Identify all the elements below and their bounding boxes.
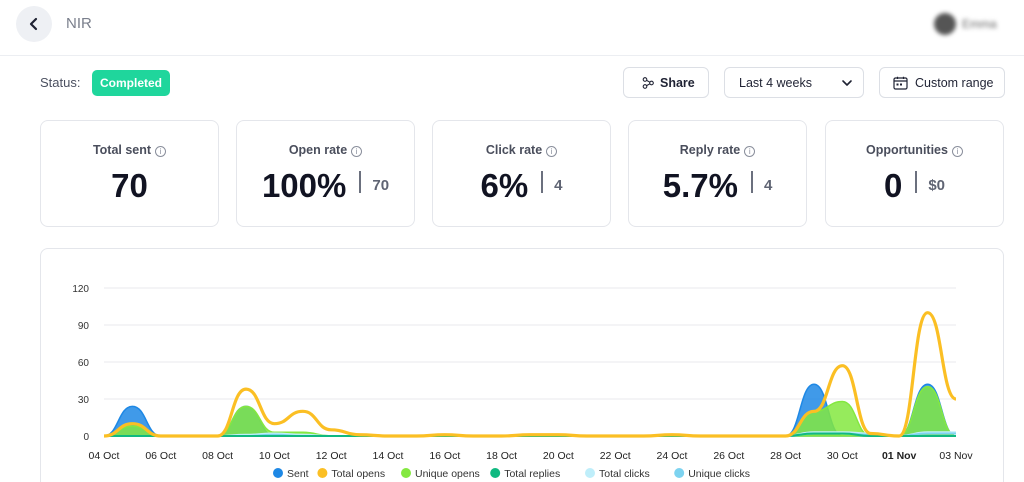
x-tick-label: 20 Oct [543, 450, 574, 462]
x-tick-label: 03 Nov [939, 450, 973, 462]
metric-value: 70 [111, 167, 148, 204]
y-tick-label: 90 [78, 321, 90, 332]
metric-title: Click rate i [433, 143, 610, 157]
x-tick-label: 06 Oct [145, 450, 176, 462]
x-tick-label: 14 Oct [373, 450, 404, 462]
legend-swatch-total-replies [490, 468, 501, 478]
share-label: Share [660, 75, 695, 90]
legend-swatch-total-clicks [585, 468, 595, 478]
legend-label-total-replies: Total replies [504, 468, 560, 480]
divider [750, 171, 753, 193]
legend-swatch-unique-clicks [674, 468, 685, 478]
metric-sub-value: $0 [928, 177, 946, 194]
metric-title: Opportunities i [826, 143, 1003, 157]
date-range-select[interactable]: Last 4 weeks [724, 67, 864, 98]
metric-card-click-rate: Click rate i 6% 4 [432, 120, 611, 227]
legend-label-total-clicks: Total clicks [599, 468, 650, 480]
chevron-left-icon [29, 17, 38, 31]
custom-range-label: Custom range [915, 75, 994, 90]
x-tick-label: 26 Oct [713, 450, 744, 462]
y-tick-label: 60 [78, 358, 90, 369]
x-tick-label: 08 Oct [202, 450, 233, 462]
metric-card-opportunities: Opportunities i 0 $0 [825, 120, 1004, 227]
legend-label-total-opens: Total opens [331, 468, 385, 480]
metric-title: Open rate i [237, 143, 414, 157]
x-tick-label: 22 Oct [600, 450, 631, 462]
info-icon[interactable]: i [155, 146, 167, 157]
metric-sub-value: 4 [763, 177, 773, 194]
divider [541, 171, 544, 193]
metric-card-reply-rate: Reply rate i 5.7% 4 [628, 120, 807, 227]
top-bar: NIR Emma [0, 0, 1024, 56]
activity-chart-svg: 0 30 60 90 120 04 Oct 06 Oct 08 Oct 10 Oct 12 Oct… [72, 284, 973, 480]
back-button[interactable] [16, 6, 52, 42]
info-icon[interactable]: i [951, 146, 963, 157]
metric-card-total-sent: Total sent i 70 [40, 120, 219, 227]
date-range-value: Last 4 weeks [739, 75, 812, 90]
legend-swatch-total-opens [317, 468, 328, 478]
status-badge: Completed [92, 70, 171, 96]
y-tick-label: 120 [72, 284, 89, 295]
x-tick-label: 12 Oct [316, 450, 347, 462]
info-icon[interactable]: i [351, 146, 363, 157]
metric-value: 0 $0 [883, 167, 946, 204]
series-line-total-opens [103, 311, 957, 438]
user-menu[interactable]: Emma [934, 10, 1024, 38]
metric-card-open-rate: Open rate i 100% 70 [236, 120, 415, 227]
activity-chart: 0 30 60 90 120 04 Oct 06 Oct 08 Oct 10 Oct 12 Oct… [40, 248, 1004, 482]
legend-swatch-unique-opens [401, 468, 411, 478]
chevron-down-icon [842, 79, 852, 86]
legend-swatch-sent [273, 468, 283, 478]
metric-value: 5.7% 4 [662, 167, 773, 204]
campaign-name: NIR [66, 15, 92, 32]
legend-label-unique-opens: Unique opens [415, 468, 480, 480]
status-label: Status: [40, 75, 81, 90]
divider [915, 171, 918, 193]
x-tick-label: 10 Oct [259, 450, 290, 462]
calendar-icon [893, 76, 908, 90]
metric-sub-value: 70 [372, 177, 390, 194]
y-tick-label: 30 [78, 395, 90, 406]
metric-value: 100% 70 [261, 167, 390, 204]
divider [359, 171, 362, 193]
x-tick-label: 04 Oct [89, 450, 120, 462]
x-tick-label: 01 Nov [882, 450, 917, 462]
metric-sub-value: 4 [554, 177, 563, 194]
x-tick-label: 30 Oct [827, 450, 858, 462]
custom-range-button[interactable]: Custom range [879, 67, 1005, 98]
x-tick-label: 24 Oct [657, 450, 688, 462]
metric-title: Total sent i [41, 143, 218, 157]
x-tick-label: 16 Oct [429, 450, 460, 462]
info-icon[interactable]: i [744, 146, 756, 157]
share-button[interactable]: Share [623, 67, 709, 98]
x-tick-label: 28 Oct [770, 450, 801, 462]
legend-label-unique-clicks: Unique clicks [688, 468, 750, 480]
share-icon [642, 76, 654, 89]
info-icon[interactable]: i [546, 146, 558, 157]
metric-title: Reply rate i [629, 143, 806, 157]
legend-label-sent: Sent [287, 468, 309, 480]
x-tick-label: 18 Oct [486, 450, 517, 462]
avatar [934, 13, 956, 35]
metric-value: 6% 4 [480, 167, 563, 204]
user-name: Emma [962, 17, 997, 31]
y-tick-label: 0 [83, 432, 89, 443]
